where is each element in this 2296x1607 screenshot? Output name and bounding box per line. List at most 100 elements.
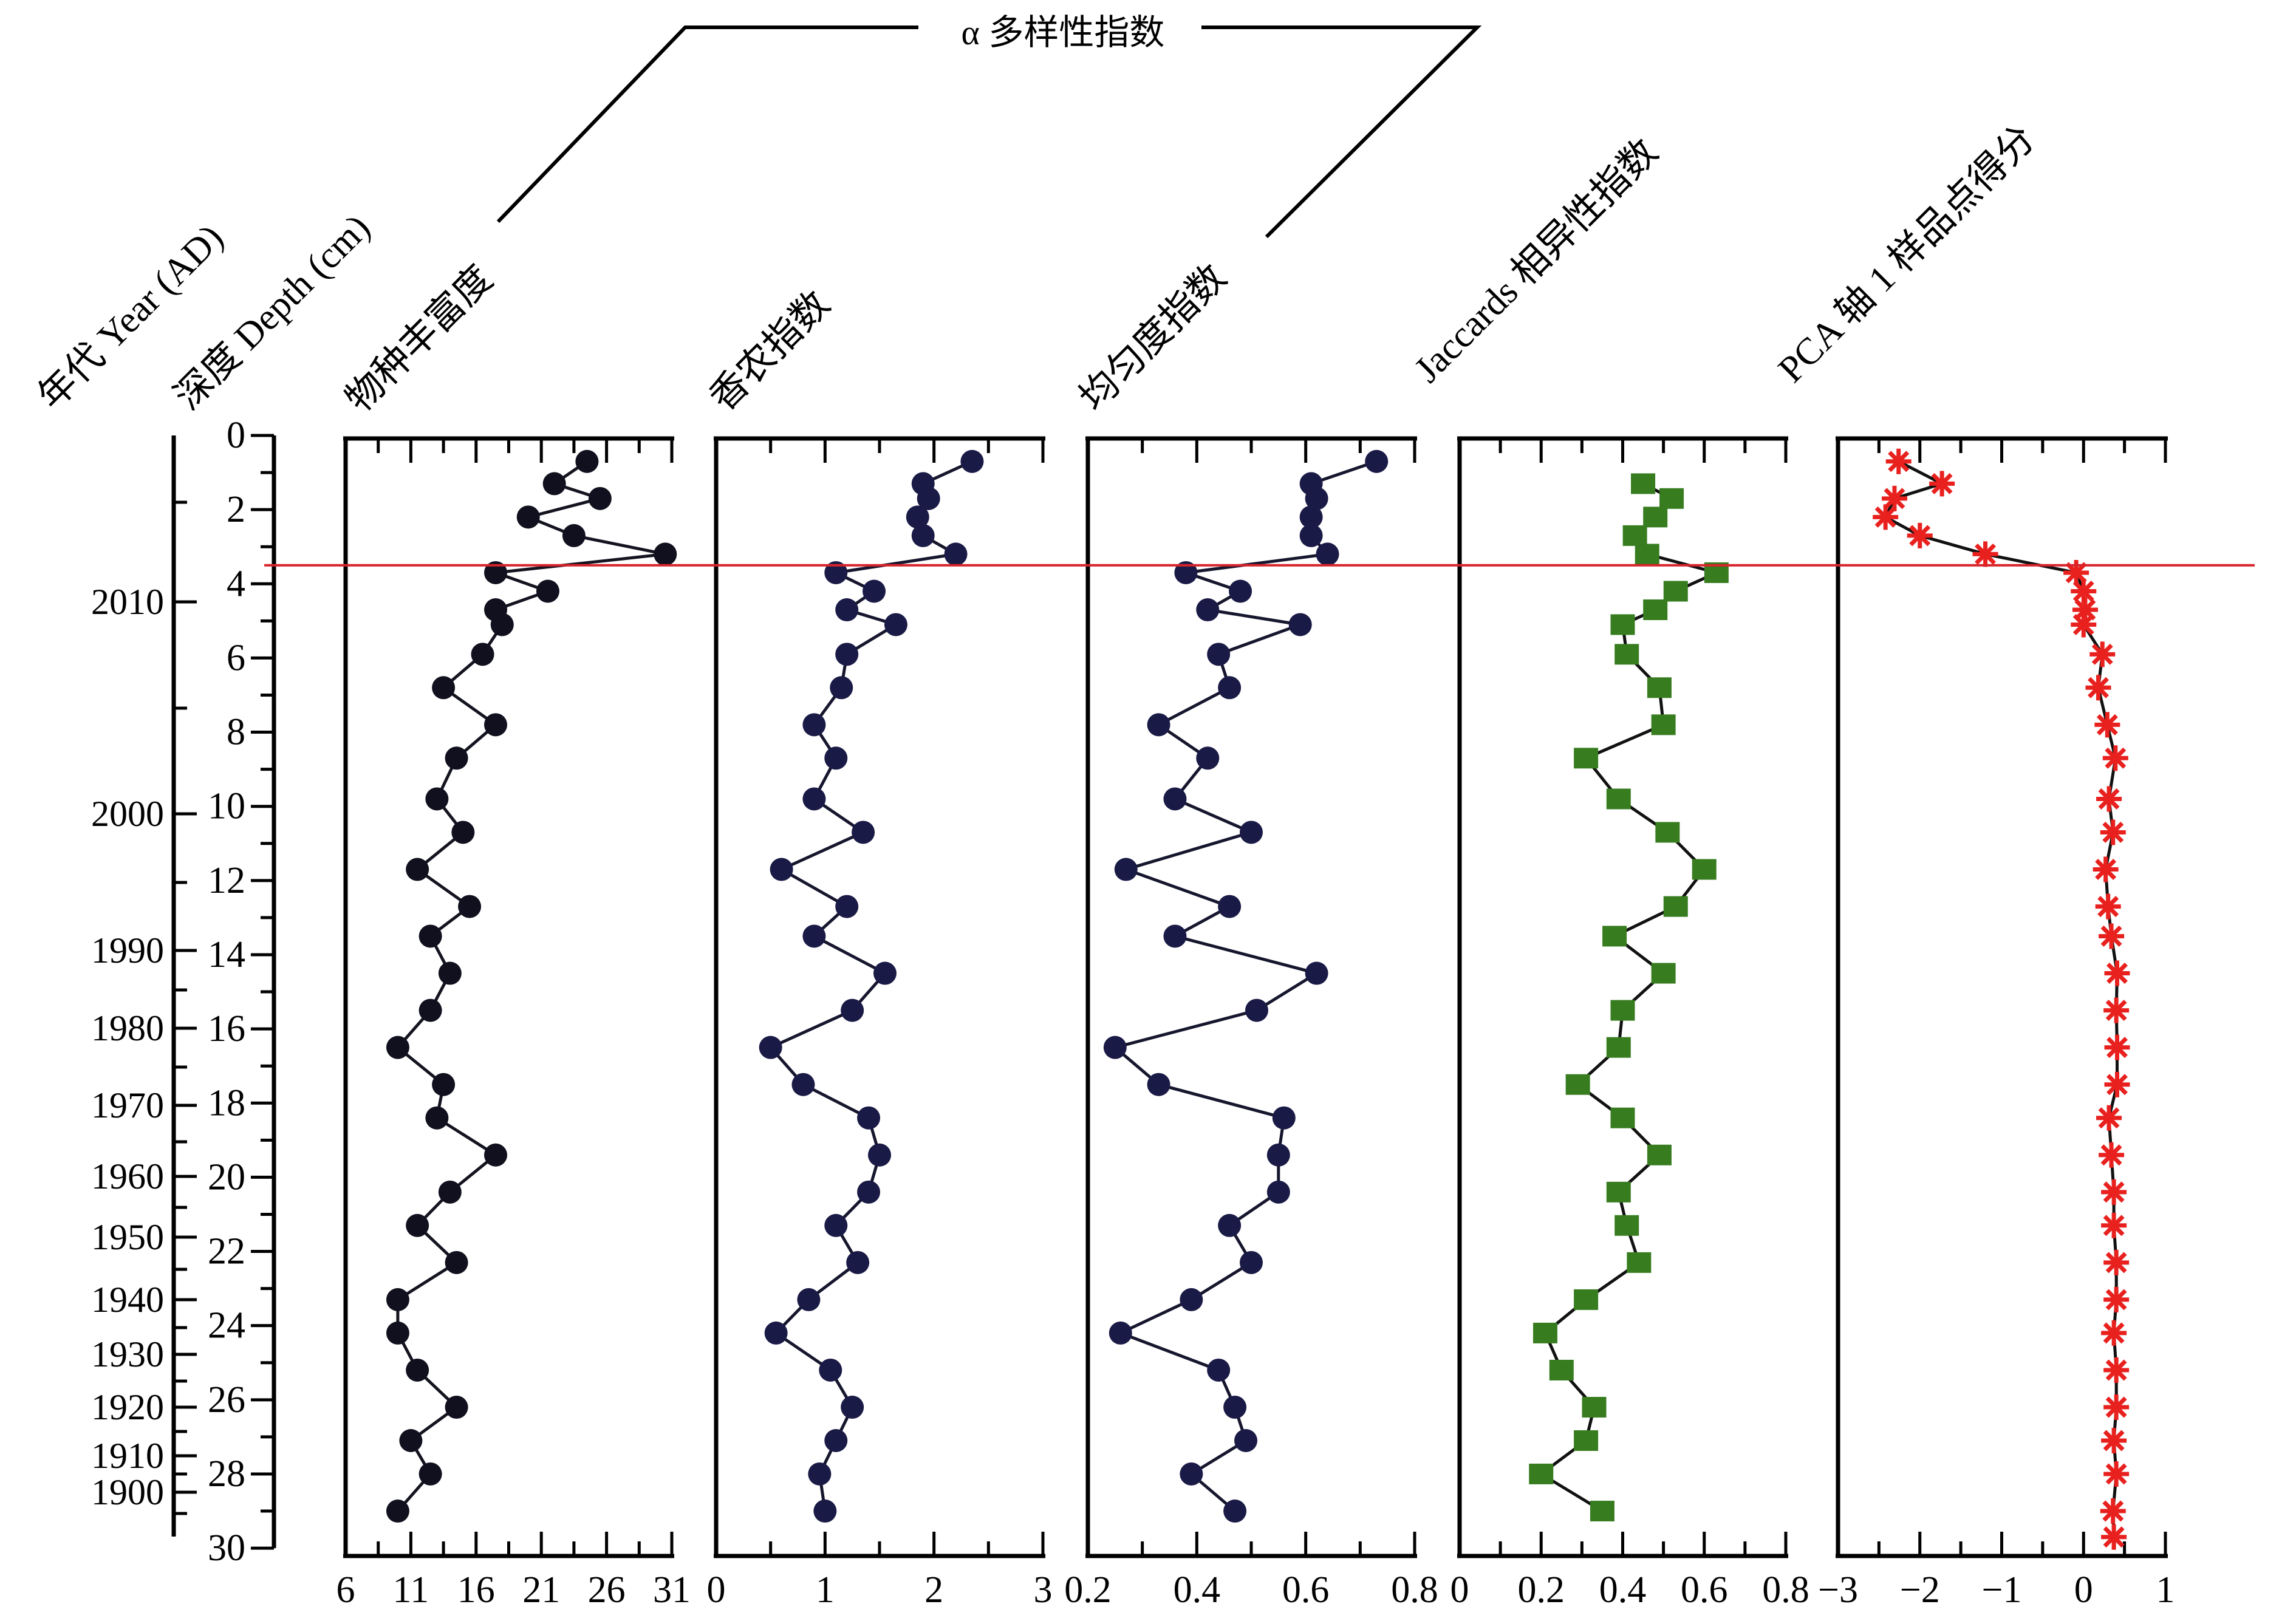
alpha-diversity-bracket-title: α 多样性指数 — [961, 13, 1165, 52]
data-point-circle — [863, 579, 886, 603]
data-point-circle — [1240, 821, 1263, 844]
data-point-circle — [1207, 643, 1231, 666]
data-point-circle — [386, 1500, 409, 1523]
asterisk-arm — [2102, 821, 2124, 843]
data-point-circle — [802, 787, 826, 811]
data-line — [395, 460, 666, 1512]
data-point-circle — [824, 1213, 848, 1237]
data-point-circle — [1180, 1288, 1203, 1311]
x-tick-label: 26 — [588, 1569, 626, 1607]
data-point-circle — [917, 486, 940, 510]
data-line — [768, 460, 973, 1512]
data-point-asterisk — [1881, 485, 1907, 511]
data-point-circle — [1223, 1500, 1247, 1523]
asterisk-arm — [2103, 1322, 2125, 1344]
data-point-circle — [386, 1036, 409, 1059]
depth-tick-label: 10 — [208, 786, 245, 827]
depth-tick-label: 8 — [227, 712, 245, 753]
asterisk-arm — [2100, 925, 2122, 947]
data-point-circle — [841, 998, 864, 1022]
data-point-circle — [419, 924, 442, 948]
data-point-circle — [1288, 613, 1312, 636]
data-point-asterisk — [2104, 1071, 2130, 1097]
data-point-square — [1549, 1359, 1574, 1380]
depth-tick-label: 30 — [208, 1527, 245, 1569]
data-point-asterisk — [2101, 1427, 2127, 1453]
data-point-square — [1606, 788, 1631, 810]
data-point-circle — [1196, 598, 1220, 622]
data-point-circle — [852, 821, 875, 844]
data-point-circle — [1174, 561, 1198, 584]
data-point-circle — [1218, 676, 1242, 700]
data-point-asterisk — [2101, 1320, 2127, 1346]
depth-tick-label: 16 — [208, 1008, 245, 1049]
data-point-square — [1631, 473, 1656, 494]
data-point-square — [1610, 614, 1635, 635]
data-point-circle — [835, 643, 859, 666]
data-point-asterisk — [1885, 448, 1912, 474]
data-point-asterisk — [2096, 786, 2122, 812]
data-point-circle — [835, 598, 859, 622]
data-point-circle — [1163, 787, 1187, 811]
year-tick-label: 1970 — [91, 1085, 164, 1125]
data-series-markers — [1873, 448, 2130, 1550]
data-point-square — [1622, 525, 1647, 546]
data-point-circle — [516, 505, 540, 529]
data-point-circle — [451, 821, 475, 844]
year-tick-label: 1910 — [91, 1436, 164, 1476]
data-point-circle — [1163, 924, 1187, 948]
x-tick-label: 3 — [1034, 1569, 1053, 1607]
data-point-circle — [432, 676, 456, 700]
data-point-circle — [445, 1396, 468, 1419]
data-point-asterisk — [2096, 1105, 2122, 1131]
data-point-circle — [846, 1250, 870, 1274]
asterisk-arm — [1975, 543, 1997, 565]
data-point-asterisk — [2099, 923, 2125, 949]
data-point-circle — [399, 1428, 423, 1452]
data-point-circle — [1229, 579, 1252, 603]
data-point-circle — [1299, 505, 1323, 529]
data-point-circle — [1180, 1462, 1203, 1486]
data-point-circle — [471, 643, 494, 666]
data-point-square — [1610, 1000, 1635, 1021]
asterisk-arm — [2095, 859, 2117, 880]
data-point-asterisk — [2094, 712, 2120, 738]
data-point-circle — [911, 524, 935, 547]
data-point-asterisk — [2103, 1357, 2130, 1383]
data-point-circle — [868, 1143, 891, 1167]
data-point-circle — [1218, 895, 1242, 918]
depth-tick-label: 26 — [208, 1379, 245, 1421]
data-point-circle — [813, 1500, 837, 1523]
asterisk-arm — [2088, 677, 2109, 698]
x-tick-label: 11 — [393, 1569, 429, 1607]
data-point-circle — [445, 1250, 468, 1274]
alpha-diversity-bracket — [496, 26, 1482, 239]
data-point-circle — [1147, 1073, 1170, 1096]
data-point-asterisk — [2101, 1212, 2127, 1238]
asterisk-arm — [2105, 1463, 2127, 1485]
x-tick-label: 0.8 — [1391, 1569, 1438, 1607]
year-tick-label: 2010 — [91, 582, 164, 622]
data-point-square — [1692, 859, 1717, 880]
data-point-circle — [438, 1180, 462, 1204]
data-line — [1538, 482, 1721, 1513]
x-tick-label: 16 — [457, 1569, 495, 1607]
data-point-asterisk — [2101, 1524, 2127, 1550]
asterisk-arm — [1931, 473, 1953, 494]
asterisk-arm — [2103, 1526, 2125, 1548]
data-point-circle — [960, 449, 984, 473]
data-point-square — [1643, 599, 1668, 621]
data-point-circle — [824, 1428, 848, 1452]
data-series-markers — [759, 449, 984, 1523]
asterisk-arm — [1888, 451, 1910, 473]
data-series-markers — [1529, 473, 1729, 1522]
data-point-asterisk — [2103, 1394, 2130, 1421]
data-point-circle — [425, 787, 449, 811]
panel-shannon-index: 0 1 2 3 — [707, 436, 1053, 1607]
data-point-circle — [490, 613, 514, 636]
data-point-square — [1590, 1501, 1614, 1522]
data-point-square — [1647, 677, 1672, 698]
data-point-square — [1663, 581, 1688, 602]
